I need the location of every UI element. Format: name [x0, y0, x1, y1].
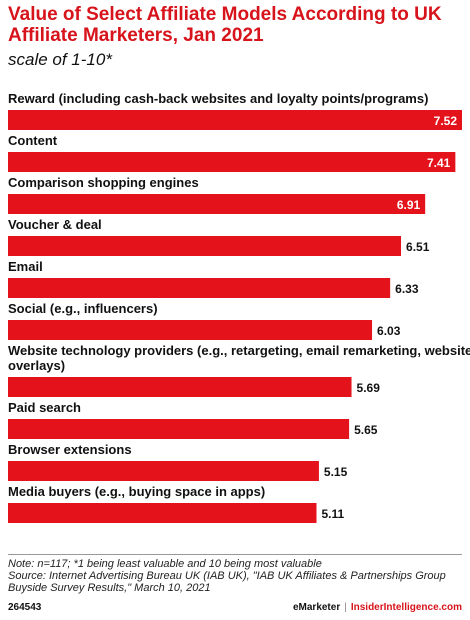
value-label: 6.03	[377, 324, 401, 338]
value-label: 7.41	[427, 156, 451, 170]
bar	[8, 503, 317, 523]
bar-group: Media buyers (e.g., buying space in apps…	[8, 484, 345, 523]
category-label: Social (e.g., influencers)	[8, 301, 158, 316]
category-label: Browser extensions	[8, 442, 132, 457]
chart-subtitle: scale of 1-10*	[8, 50, 112, 69]
brand-separator: |	[344, 602, 347, 613]
source-note: Source: Internet Advertising Bureau UK (…	[8, 570, 446, 594]
bar	[8, 152, 456, 172]
value-label: 6.91	[397, 198, 421, 212]
value-label: 5.11	[322, 507, 345, 521]
brand-emarketer: eMarketer	[292, 602, 341, 613]
category-label: Voucher & deal	[8, 217, 102, 232]
bar-group: Website technology providers (e.g., reta…	[8, 343, 470, 397]
bar	[8, 194, 426, 214]
bar-group: Browser extensions 5.15	[8, 442, 348, 481]
value-label: 7.52	[434, 114, 458, 128]
bar-group: Social (e.g., influencers) 6.03	[8, 301, 401, 340]
brand-footer: eMarketer | InsiderIntelligence.com	[293, 602, 462, 613]
bar-group: Voucher & deal 6.51	[8, 217, 430, 256]
bar	[8, 320, 373, 340]
category-label: Email	[8, 259, 43, 274]
value-label: 5.15	[324, 465, 348, 479]
chart-id: 264543	[8, 602, 42, 613]
bar	[8, 278, 391, 298]
footer-divider	[8, 554, 462, 555]
footnote: Note: n=117; *1 being least valuable and…	[8, 558, 322, 570]
value-label: 5.69	[357, 381, 381, 395]
bar-chart: Reward (including cash-back websites and…	[8, 91, 470, 523]
bar	[8, 236, 402, 256]
category-label: Website technology providers (e.g., reta…	[8, 343, 470, 358]
category-label: Comparison shopping engines	[8, 175, 199, 190]
bar-group: Email 6.33	[8, 259, 419, 298]
value-label: 6.33	[395, 282, 419, 296]
bar	[8, 461, 319, 481]
value-label: 6.51	[406, 240, 430, 254]
bar-group: Paid search 5.65	[8, 400, 378, 439]
bar-group: Reward (including cash-back websites and…	[8, 91, 462, 130]
category-label: overlays)	[8, 358, 65, 373]
brand-insiderintelligence: InsiderIntelligence.com	[350, 602, 462, 613]
value-label: 5.65	[354, 423, 378, 437]
bar	[8, 419, 350, 439]
chart-title: Value of Select Affiliate Models Accordi…	[8, 4, 442, 46]
category-label: Media buyers (e.g., buying space in apps…	[8, 484, 265, 499]
bar	[8, 377, 352, 397]
category-label: Content	[8, 133, 58, 148]
category-label: Reward (including cash-back websites and…	[8, 91, 428, 106]
category-label: Paid search	[8, 400, 81, 415]
bar-group: Comparison shopping engines 6.91	[8, 175, 426, 214]
bar	[8, 110, 462, 130]
bar-group: Content 7.41	[8, 133, 456, 172]
